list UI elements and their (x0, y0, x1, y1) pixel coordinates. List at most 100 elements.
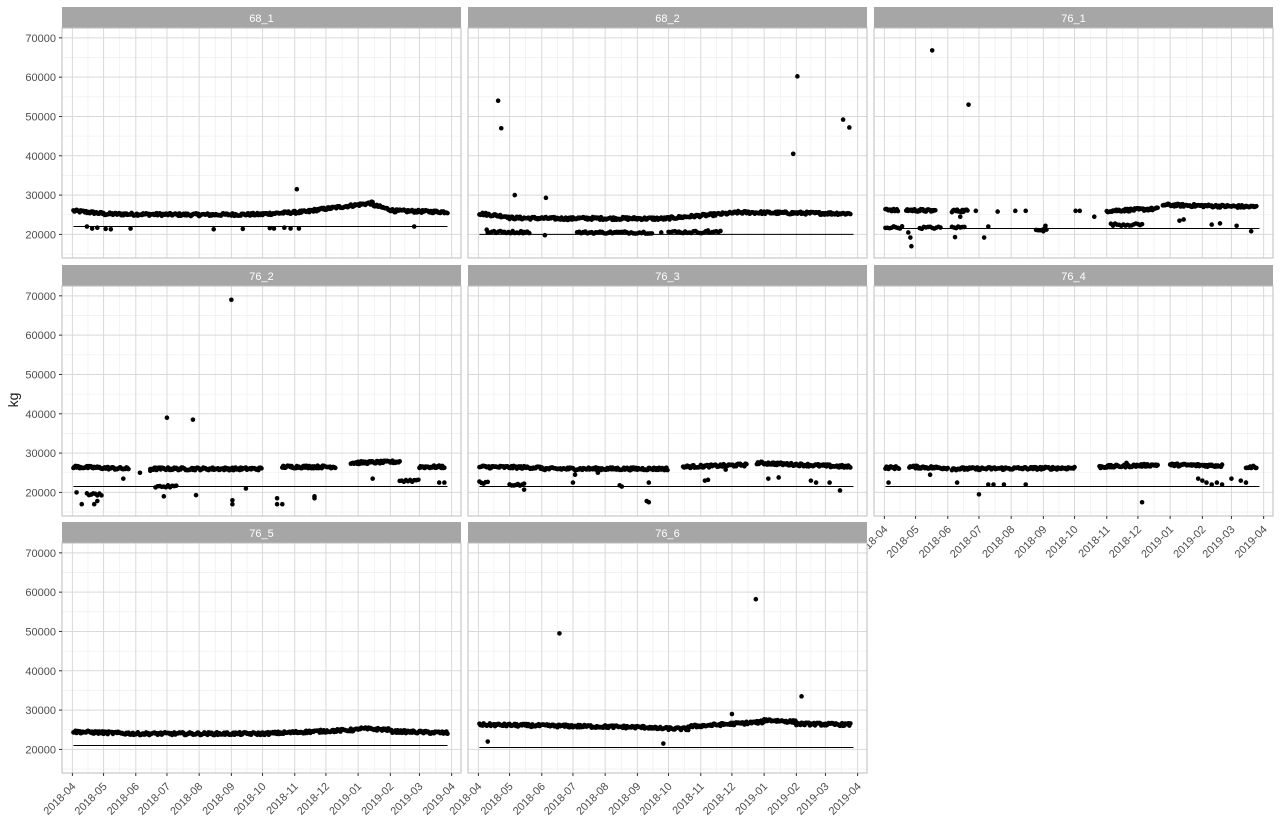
data-point (765, 476, 771, 481)
data-point (193, 492, 199, 498)
data-point (705, 477, 711, 483)
data-point (790, 151, 796, 157)
y-tick-label: 20000 (25, 487, 56, 499)
data-point (799, 694, 804, 699)
data-point (1041, 228, 1046, 234)
facet-panels: 68_1 20000 30000 40000 50000 60000 70000 68_2 76… (25, 7, 1274, 818)
data-point (1234, 223, 1239, 229)
data-point (164, 415, 170, 421)
data-point (837, 488, 843, 493)
x-tick-label: 2018-12 (1107, 524, 1144, 561)
facet-strip (62, 7, 461, 28)
data-point (1209, 222, 1214, 227)
facet-panel-68-1: 68_1 20000 30000 40000 50000 60000 70000 (25, 7, 462, 259)
data-point (229, 297, 234, 303)
y-tick-label: 50000 (25, 369, 56, 381)
data-point (512, 192, 518, 198)
y-tick-label: 50000 (25, 111, 56, 123)
data-point (991, 482, 996, 487)
data-point (795, 74, 800, 79)
x-tick-label: 2019-03 (1201, 524, 1238, 561)
data-point (121, 476, 126, 481)
data-point (966, 102, 971, 107)
x-tick-label: 2019-03 (389, 781, 426, 818)
data-point (542, 232, 548, 238)
panel-background (468, 28, 867, 258)
y-tick-label: 60000 (25, 587, 56, 599)
data-point (1073, 208, 1078, 214)
data-point (952, 234, 958, 240)
panel-background (874, 286, 1273, 516)
data-point (79, 501, 85, 507)
x-tick-label: 2018-10 (1044, 524, 1081, 561)
data-point (91, 501, 97, 507)
data-point (813, 480, 819, 485)
x-tick-label: 2019-04 (827, 781, 864, 818)
data-point (649, 231, 655, 236)
data-point (957, 214, 963, 220)
data-point (1001, 482, 1007, 487)
data-point (1214, 480, 1220, 485)
data-point (905, 230, 911, 235)
y-tick-label: 30000 (25, 705, 56, 717)
data-point (848, 721, 853, 726)
data-point (646, 480, 652, 485)
data-point (279, 501, 285, 507)
data-point (498, 125, 504, 131)
data-point (1243, 480, 1249, 485)
data-point (1200, 478, 1205, 483)
data-point (370, 476, 375, 481)
facet-strip (874, 7, 1273, 28)
x-tick-label: 2018-12 (701, 781, 738, 818)
data-point (658, 230, 664, 235)
data-point (896, 466, 902, 472)
panel-border (467, 27, 868, 259)
x-tick-label: 2018-07 (136, 781, 173, 818)
y-tick-label: 50000 (25, 626, 56, 638)
data-point (1139, 221, 1145, 227)
data-point (442, 465, 447, 471)
x-tick-label: 2018-05 (885, 524, 922, 561)
data-point (646, 499, 652, 505)
data-point (909, 243, 914, 249)
facet-panel-76-5: 76_5 20000 30000 40000 50000 60000 70000 2018-0… (25, 522, 462, 818)
data-point (1248, 228, 1254, 234)
x-tick-label: 2019-03 (795, 781, 832, 818)
y-tick-label: 30000 (25, 448, 56, 460)
facet-strip-label: 68_2 (655, 13, 679, 25)
data-point (84, 224, 90, 229)
facet-strip (62, 265, 461, 286)
data-points (477, 74, 853, 238)
data-point (485, 739, 491, 744)
x-tick-label: 2018-06 (917, 524, 954, 561)
data-points (883, 48, 1259, 249)
data-point (973, 208, 979, 214)
panel-border (61, 542, 462, 774)
data-point (296, 226, 302, 231)
data-points (883, 460, 1259, 505)
data-point (332, 465, 338, 471)
data-point (137, 470, 143, 476)
data-point (1219, 482, 1225, 487)
data-point (744, 461, 749, 467)
x-tick-label: 2018-08 (980, 524, 1017, 561)
data-point (886, 480, 891, 485)
facet-strip-label: 76_2 (249, 271, 273, 283)
x-tick-label: 2018-09 (1012, 524, 1049, 561)
x-tick-label: 2018-10 (232, 781, 269, 818)
data-point (1254, 203, 1259, 209)
x-tick-label: 2019-01 (1139, 524, 1176, 561)
facet-strip-label: 76_1 (1061, 13, 1085, 25)
panel-border (873, 27, 1274, 259)
data-point (211, 226, 217, 232)
data-point (899, 224, 905, 229)
x-tick-label: 2018-06 (105, 781, 142, 818)
data-point (274, 501, 280, 507)
data-point (411, 224, 417, 229)
y-tick-label: 60000 (25, 72, 56, 84)
data-point (557, 631, 562, 636)
facet-panel-76-1: 76_1 (873, 7, 1274, 259)
x-tick-label: 2018-07 (542, 781, 579, 818)
data-point (572, 472, 578, 478)
